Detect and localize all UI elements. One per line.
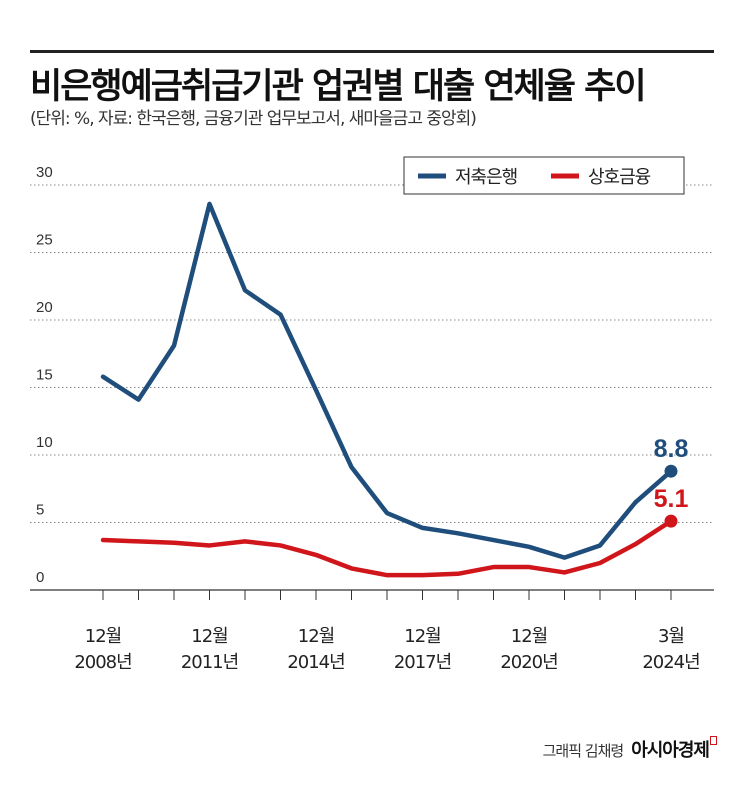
legend-label-0: 저축은행 [455, 167, 517, 188]
y-tick-label: 15 [36, 367, 53, 384]
x-tick-label-month: 12월 [298, 626, 334, 647]
top-rule [30, 50, 714, 53]
x-tick-label-month: 3월 [658, 626, 684, 647]
y-tick-label: 25 [36, 232, 53, 249]
x-tick-label-month: 12월 [404, 626, 440, 647]
x-tick-label-year: 2017년 [394, 652, 451, 673]
x-tick-label-month: 12월 [85, 626, 121, 647]
series-line-0 [100, 201, 674, 560]
graphic-credit: 그래픽 김채령 [542, 742, 625, 760]
y-tick-label: 10 [36, 434, 53, 451]
x-tick-label-month: 12월 [511, 626, 547, 647]
chart-title: 비은행예금취급기관 업권별 대출 연체율 추이 [30, 67, 647, 107]
x-tick-label-year: 2020년 [500, 652, 557, 673]
series-line-1 [100, 518, 674, 578]
series-end-point-1 [664, 514, 678, 528]
chart-subtitle: (단위: %, 자료: 한국은행, 금융기관 업무보고서, 새마을금고 중앙회) [30, 109, 477, 129]
y-tick-label: 20 [36, 299, 53, 316]
legend [403, 156, 685, 195]
x-tick-label-year: 2011년 [181, 652, 238, 673]
credit: 그래픽 김채령 아시아경제 [543, 736, 717, 762]
y-tick-label: 0 [36, 569, 44, 586]
x-tick-label-year: 2014년 [287, 652, 344, 673]
end-value-label-0: 8.8 [654, 435, 689, 463]
x-tick-label-year: 2024년 [642, 652, 699, 673]
end-value-label-1: 5.1 [654, 485, 689, 513]
x-tick-label-year: 2008년 [74, 652, 131, 673]
publisher-logo: 아시아경제 [631, 736, 717, 762]
series-end-point-0 [664, 464, 678, 478]
y-tick-label: 5 [36, 502, 44, 519]
x-tick-label-month: 12월 [191, 626, 227, 647]
legend-label-1: 상호금융 [588, 167, 651, 188]
y-tick-label: 30 [36, 164, 53, 181]
